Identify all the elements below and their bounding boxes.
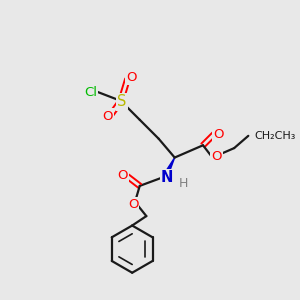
Text: N: N <box>161 170 173 185</box>
Text: O: O <box>126 71 136 84</box>
Text: CH₂CH₃: CH₂CH₃ <box>254 131 296 141</box>
Text: Cl: Cl <box>84 86 97 99</box>
Text: O: O <box>128 198 138 211</box>
Text: O: O <box>211 150 221 163</box>
Polygon shape <box>163 158 175 178</box>
Text: H: H <box>178 176 188 190</box>
Text: S: S <box>117 94 127 109</box>
Text: O: O <box>102 110 113 122</box>
Text: O: O <box>118 169 128 182</box>
Text: O: O <box>213 128 223 141</box>
